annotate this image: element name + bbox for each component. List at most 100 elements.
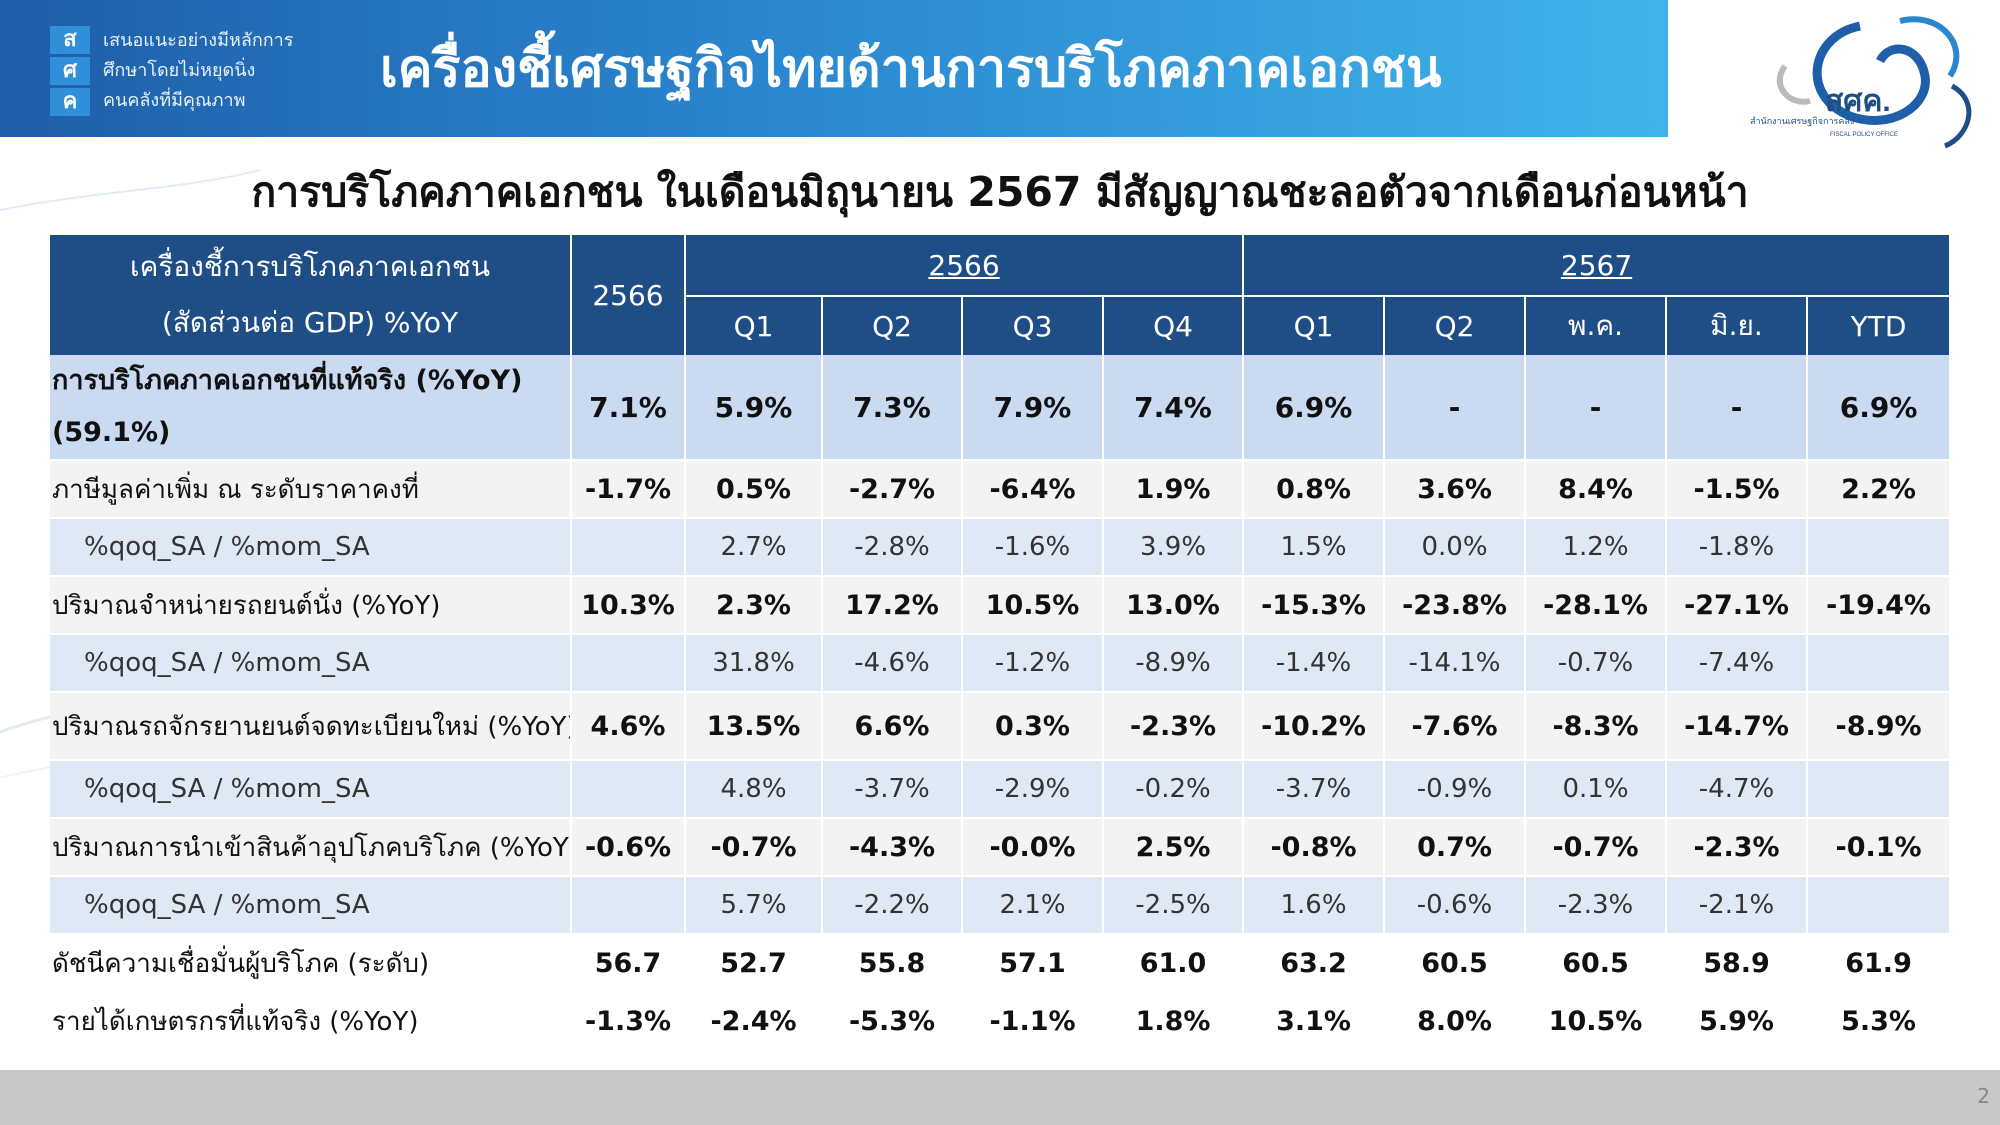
table-cell: 1.9% xyxy=(1103,460,1245,518)
column-header-period: Q4 xyxy=(1103,295,1245,355)
table-cell: -0.9% xyxy=(1384,760,1527,818)
page-number: 2 xyxy=(1977,1084,1990,1108)
table-cell: -3.7% xyxy=(1243,760,1386,818)
table-cell: -10.2% xyxy=(1243,692,1386,760)
table-cell: -1.7% xyxy=(571,460,686,518)
row-label: ปริมาณรถจักรยานยนต์จดทะเบียนใหม่ (%YoY) xyxy=(50,692,572,760)
logo-text: สศค. xyxy=(1825,85,1891,118)
table-cell: 7.1% xyxy=(571,355,686,460)
table-row: รายได้เกษตรกรที่แท้จริง (%YoY) -1.3% -2.4%… xyxy=(50,992,1952,1050)
table-cell: -0.2% xyxy=(1103,760,1245,818)
table-cell: -2.3% xyxy=(1103,692,1245,760)
table-cell: -0.7% xyxy=(1525,818,1668,876)
table-cell: 0.1% xyxy=(1525,760,1668,818)
table-cell: -2.9% xyxy=(962,760,1104,818)
table-cell: 61.9 xyxy=(1807,934,1952,992)
row-label: ปริมาณจำหน่ายรถยนต์นั่ง (%YoY) xyxy=(50,576,572,634)
table-cell: -0.6% xyxy=(571,818,686,876)
slide-subtitle: การบริโภคภาคเอกชน ในเดือนมิถุนายน 2567 ม… xyxy=(251,168,1749,216)
table-cell: 56.7 xyxy=(571,934,686,992)
table-row: ปริมาณรถจักรยานยนต์จดทะเบียนใหม่ (%YoY) 4… xyxy=(50,692,1952,760)
table-cell: -14.1% xyxy=(1384,634,1527,692)
table-cell xyxy=(1807,518,1952,576)
table-cell: 31.8% xyxy=(685,634,823,692)
table-cell: -4.3% xyxy=(822,818,963,876)
table-cell: -7.6% xyxy=(1384,692,1527,760)
table-cell: -2.7% xyxy=(822,460,963,518)
table-cell: 5.3% xyxy=(1807,992,1952,1050)
table-cell: - xyxy=(1666,355,1809,460)
logo-letter: ศ xyxy=(50,57,90,85)
table-cell: 0.7% xyxy=(1384,818,1527,876)
table-cell: -4.7% xyxy=(1666,760,1809,818)
table-cell: -6.4% xyxy=(962,460,1104,518)
row-label: การบริโภคภาคเอกชนที่แท้จริง (%YoY) (59.1… xyxy=(50,355,572,460)
table-cell: -23.8% xyxy=(1384,576,1527,634)
table-cell: 17.2% xyxy=(822,576,963,634)
row-label: %qoq_SA / %mom_SA xyxy=(50,760,572,818)
column-group-2567: 2567 xyxy=(1243,235,1952,296)
table-cell: 5.9% xyxy=(685,355,823,460)
table-row: %qoq_SA / %mom_SA 31.8% -4.6% -1.2% -8.9% -1.… xyxy=(50,634,1952,692)
column-header-period: Q1 xyxy=(685,295,823,355)
table-cell: -2.2% xyxy=(822,876,963,934)
table-cell: -2.3% xyxy=(1666,818,1809,876)
table-cell: 3.9% xyxy=(1103,518,1245,576)
table-cell: 7.4% xyxy=(1103,355,1245,460)
table-cell xyxy=(1807,876,1952,934)
logo-en-text: FISCAL POLICY OFFICE xyxy=(1830,132,1898,138)
table-cell: 1.6% xyxy=(1243,876,1386,934)
table-cell: 2.7% xyxy=(685,518,823,576)
table-cell: - xyxy=(1384,355,1527,460)
column-header-period: Q2 xyxy=(1384,295,1527,355)
table-cell: 3.1% xyxy=(1243,992,1386,1050)
table-cell: -4.6% xyxy=(822,634,963,692)
table-cell: -0.0% xyxy=(962,818,1104,876)
table-cell: 55.8 xyxy=(822,934,963,992)
table-cell: 2.1% xyxy=(962,876,1104,934)
table-cell: 63.2 xyxy=(1243,934,1386,992)
table-cell: 7.9% xyxy=(962,355,1104,460)
ministry-logo: ส ศ ค xyxy=(50,26,90,116)
table-cell: -8.3% xyxy=(1525,692,1668,760)
column-header-period: YTD xyxy=(1807,295,1952,355)
table-cell: -1.2% xyxy=(962,634,1104,692)
table-cell: -1.1% xyxy=(962,992,1104,1050)
table-cell: -15.3% xyxy=(1243,576,1386,634)
header-line: เครื่องชี้การบริโภคภาคเอกชน xyxy=(130,250,490,283)
column-header-indicator: เครื่องชี้การบริโภคภาคเอกชน (สัดส่วนต่อ … xyxy=(50,235,572,355)
table-row: %qoq_SA / %mom_SA 5.7% -2.2% 2.1% -2.5% 1.6% -… xyxy=(50,876,1952,934)
table-cell: 2.5% xyxy=(1103,818,1245,876)
motto-line: คนคลังที่มีคุณภาพ xyxy=(103,90,246,111)
fpo-logo: สศค. สำนักงานเศรษฐกิจการคลัง FISCAL POLI… xyxy=(1750,16,1972,149)
table-cell: -1.4% xyxy=(1243,634,1386,692)
table-cell: -28.1% xyxy=(1525,576,1668,634)
logo-letter: ค xyxy=(50,88,90,116)
table-cell: -14.7% xyxy=(1666,692,1809,760)
table-cell: -0.7% xyxy=(1525,634,1668,692)
table-cell xyxy=(1807,760,1952,818)
footer-bar: 2 xyxy=(0,1070,2000,1125)
column-header-period: Q3 xyxy=(962,295,1104,355)
table-cell: 60.5 xyxy=(1525,934,1668,992)
row-label: ปริมาณการนำเข้าสินค้าอุปโภคบริโภค (%YoY) xyxy=(50,818,572,876)
table-cell: -8.9% xyxy=(1807,692,1952,760)
table-cell: -1.6% xyxy=(962,518,1104,576)
table-cell: -19.4% xyxy=(1807,576,1952,634)
table-cell: 10.5% xyxy=(962,576,1104,634)
table-cell: 5.7% xyxy=(685,876,823,934)
row-label: %qoq_SA / %mom_SA xyxy=(50,634,572,692)
page-title: เครื่องชี้เศรษฐกิจไทยด้านการบริโภคภาคเอก… xyxy=(380,39,1442,99)
column-header-annual: 2566 xyxy=(571,235,686,355)
table-cell xyxy=(1807,634,1952,692)
row-label: ดัชนีความเชื่อมั่นผู้บริโภค (ระดับ) xyxy=(50,934,572,992)
table-cell xyxy=(571,876,686,934)
group-label: 2567 xyxy=(1560,248,1633,282)
table-cell: -2.5% xyxy=(1103,876,1245,934)
table-cell: 57.1 xyxy=(962,934,1104,992)
table-row: %qoq_SA / %mom_SA 4.8% -3.7% -2.9% -0.2% -3.7… xyxy=(50,760,1952,818)
table-cell: 2.3% xyxy=(685,576,823,634)
table-cell: 52.7 xyxy=(685,934,823,992)
table-cell: 0.0% xyxy=(1384,518,1527,576)
table-cell: -1.8% xyxy=(1666,518,1809,576)
